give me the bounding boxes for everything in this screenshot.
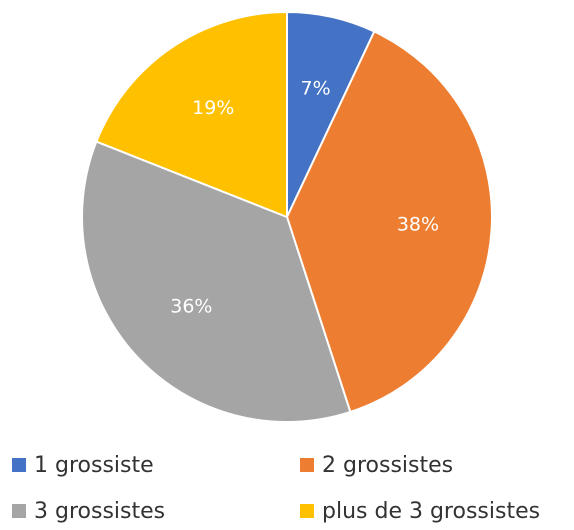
legend-swatch	[300, 504, 314, 518]
legend-label: 1 grossiste	[34, 453, 154, 478]
pie-slice	[81, 140, 352, 423]
value-label: 36%	[170, 295, 212, 317]
legend-swatch	[300, 458, 314, 472]
legend-swatch	[12, 504, 26, 518]
legend-swatch	[12, 458, 26, 472]
legend-label: 2 grossistes	[322, 453, 453, 478]
pie-slice	[285, 30, 493, 414]
legend-label: plus de 3 grossistes	[322, 499, 540, 524]
value-label: 19%	[192, 97, 234, 119]
value-label: 38%	[397, 214, 439, 236]
legend-label: 3 grossistes	[34, 499, 165, 524]
value-label: 7%	[301, 77, 331, 99]
pie-slice	[95, 10, 288, 219]
